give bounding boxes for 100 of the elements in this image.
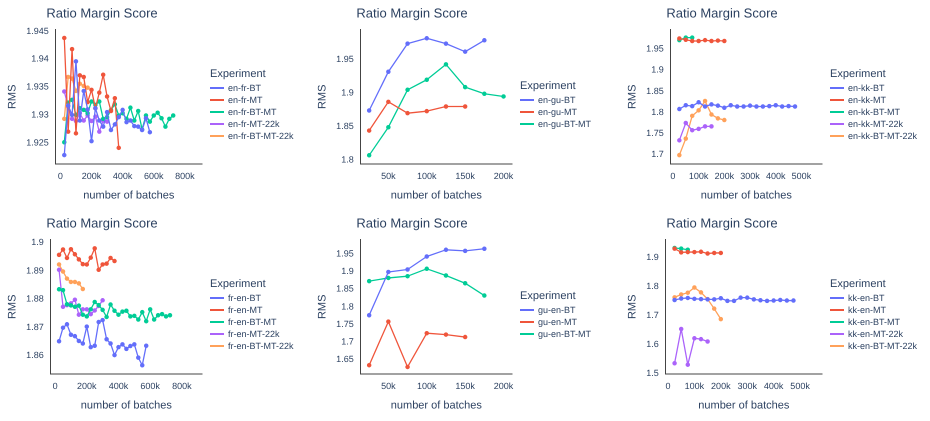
legend-label: en-fr-BT-MT (228, 106, 276, 118)
y-tick-label: 1.93 (31, 109, 49, 120)
y-tick-label: 1.7 (341, 336, 354, 346)
x-tick-label: 600k (140, 380, 160, 391)
y-tick-label: 1.7 (646, 310, 659, 320)
legend-label: fr-en-MT-22k (228, 328, 280, 340)
x-tick-label: 200k (82, 170, 102, 181)
y-tick-label: 1.8 (646, 280, 659, 291)
y-tick-label: 1.85 (336, 121, 354, 132)
legend-label: gu-en-BT (538, 304, 576, 316)
y-axis-title: RMS (6, 84, 19, 110)
y-tick-label: 1.85 (336, 284, 354, 294)
x-tick-label: 400k (112, 170, 133, 181)
y-tick-label: 1.89 (26, 265, 44, 276)
y-tick-label: 1.75 (336, 318, 354, 329)
y-tick-label: 1.9 (651, 64, 664, 75)
legend-label: en-fr-BT-MT-22k (228, 130, 294, 142)
legend-title: Experiment (210, 278, 267, 290)
x-tick-label: 400k (108, 380, 129, 391)
legend-title: Experiment (520, 290, 577, 302)
y-tick-label: 1.75 (646, 128, 664, 138)
x-axis-title: number of batches (698, 399, 790, 412)
y-tick-label: 1.95 (336, 54, 354, 64)
y-tick-label: 1.945 (26, 26, 49, 36)
legend-label: fr-en-BT-MT (228, 316, 276, 328)
x-tick-label: 600k (144, 170, 164, 181)
y-tick-label: 1.94 (31, 54, 49, 64)
y-axis-title: RMS (6, 294, 19, 320)
x-tick-label: 0 (665, 380, 670, 391)
y-tick-label: 1.9 (646, 252, 659, 262)
chart-title: Ratio Margin Score (356, 5, 468, 20)
legend-label: en-gu-BT-MT (538, 118, 592, 130)
y-tick-label: 1.8 (341, 154, 354, 164)
x-tick-label: 100k (416, 170, 438, 181)
y-tick-label: 1.95 (646, 44, 664, 54)
y-tick-label: 1.87 (26, 322, 44, 332)
x-tick-label: 500k (790, 380, 810, 391)
chart-title: Ratio Margin Score (666, 215, 778, 230)
x-tick-label: 800k (172, 380, 192, 391)
legend-label: en-gu-BT (538, 94, 576, 106)
x-tick-label: 50k (381, 170, 396, 181)
y-tick-label: 1.8 (651, 106, 664, 117)
x-tick-label: 200k (494, 170, 514, 181)
legend-label: en-kk-MT (848, 94, 886, 106)
x-tick-label: 100k (684, 380, 705, 391)
legend-label: fr-en-BT-MT-22k (228, 340, 294, 352)
chart-title: Ratio Margin Score (666, 5, 778, 20)
y-tick-label: 1.935 (26, 82, 49, 92)
y-tick-label: 1.7 (651, 149, 664, 160)
x-axis-title: number of batches (80, 399, 172, 412)
legend-label: en-kk-BT (848, 82, 885, 94)
legend-title: Experiment (210, 68, 267, 80)
legend-label: en-kk-MT-22k (848, 118, 904, 130)
legend-label: en-gu-MT (538, 106, 578, 118)
x-tick-label: 200k (77, 380, 98, 391)
legend-label: kk-en-MT (848, 304, 886, 316)
legend-label: kk-en-BT (848, 292, 885, 304)
y-tick-label: 1.9 (341, 88, 354, 98)
legend-label: en-fr-MT (228, 94, 262, 106)
y-tick-label: 1.9 (31, 237, 44, 248)
y-tick-label: 1.88 (26, 294, 44, 304)
y-tick-label: 1.5 (646, 368, 659, 378)
legend-label: kk-en-BT-MT (848, 316, 900, 328)
x-tick-label: 300k (737, 380, 758, 391)
y-axis-title: RMS (626, 84, 639, 110)
x-tick-label: 0 (670, 170, 676, 181)
legend-label: en-fr-MT-22k (228, 118, 280, 130)
x-tick-label: 0 (58, 170, 63, 181)
y-axis-title: RMS (626, 294, 639, 320)
x-tick-label: 100k (688, 170, 709, 181)
y-tick-label: 1.8 (341, 301, 354, 312)
legend-label: kk-en-MT-22k (848, 328, 904, 340)
y-tick-label: 1.65 (336, 354, 354, 364)
y-tick-label: 1.85 (646, 86, 664, 96)
x-tick-label: 150k (455, 380, 476, 391)
legend-label: fr-en-MT (228, 304, 262, 316)
y-axis-title: RMS (316, 84, 329, 110)
x-tick-label: 200k (714, 170, 735, 181)
y-tick-label: 1.9 (341, 266, 354, 276)
y-axis-title: RMS (316, 294, 329, 320)
legend-label: gu-en-BT-MT (538, 328, 592, 340)
legend-title: Experiment (830, 68, 887, 80)
chart-title: Ratio Margin Score (46, 5, 158, 20)
x-tick-label: 400k (764, 380, 784, 391)
x-axis-title: number of batches (390, 399, 482, 412)
y-tick-label: 1.925 (26, 137, 49, 148)
chart-title: Ratio Margin Score (46, 215, 158, 230)
y-tick-label: 1.95 (336, 248, 354, 259)
x-tick-label: 200k (711, 380, 732, 391)
legend-title: Experiment (830, 278, 887, 290)
legend-label: gu-en-MT (538, 316, 578, 328)
x-tick-label: 0 (52, 380, 58, 391)
x-tick-label: 150k (455, 170, 476, 181)
legend-label: kk-en-BT-MT-22k (848, 340, 918, 352)
legend-label: en-kk-BT-MT (848, 106, 900, 118)
legend-label: en-fr-BT (228, 82, 262, 94)
y-tick-label: 1.86 (26, 350, 44, 360)
x-tick-label: 500k (792, 170, 812, 181)
x-axis-title: number of batches (700, 189, 792, 202)
x-tick-label: 400k (766, 170, 786, 181)
